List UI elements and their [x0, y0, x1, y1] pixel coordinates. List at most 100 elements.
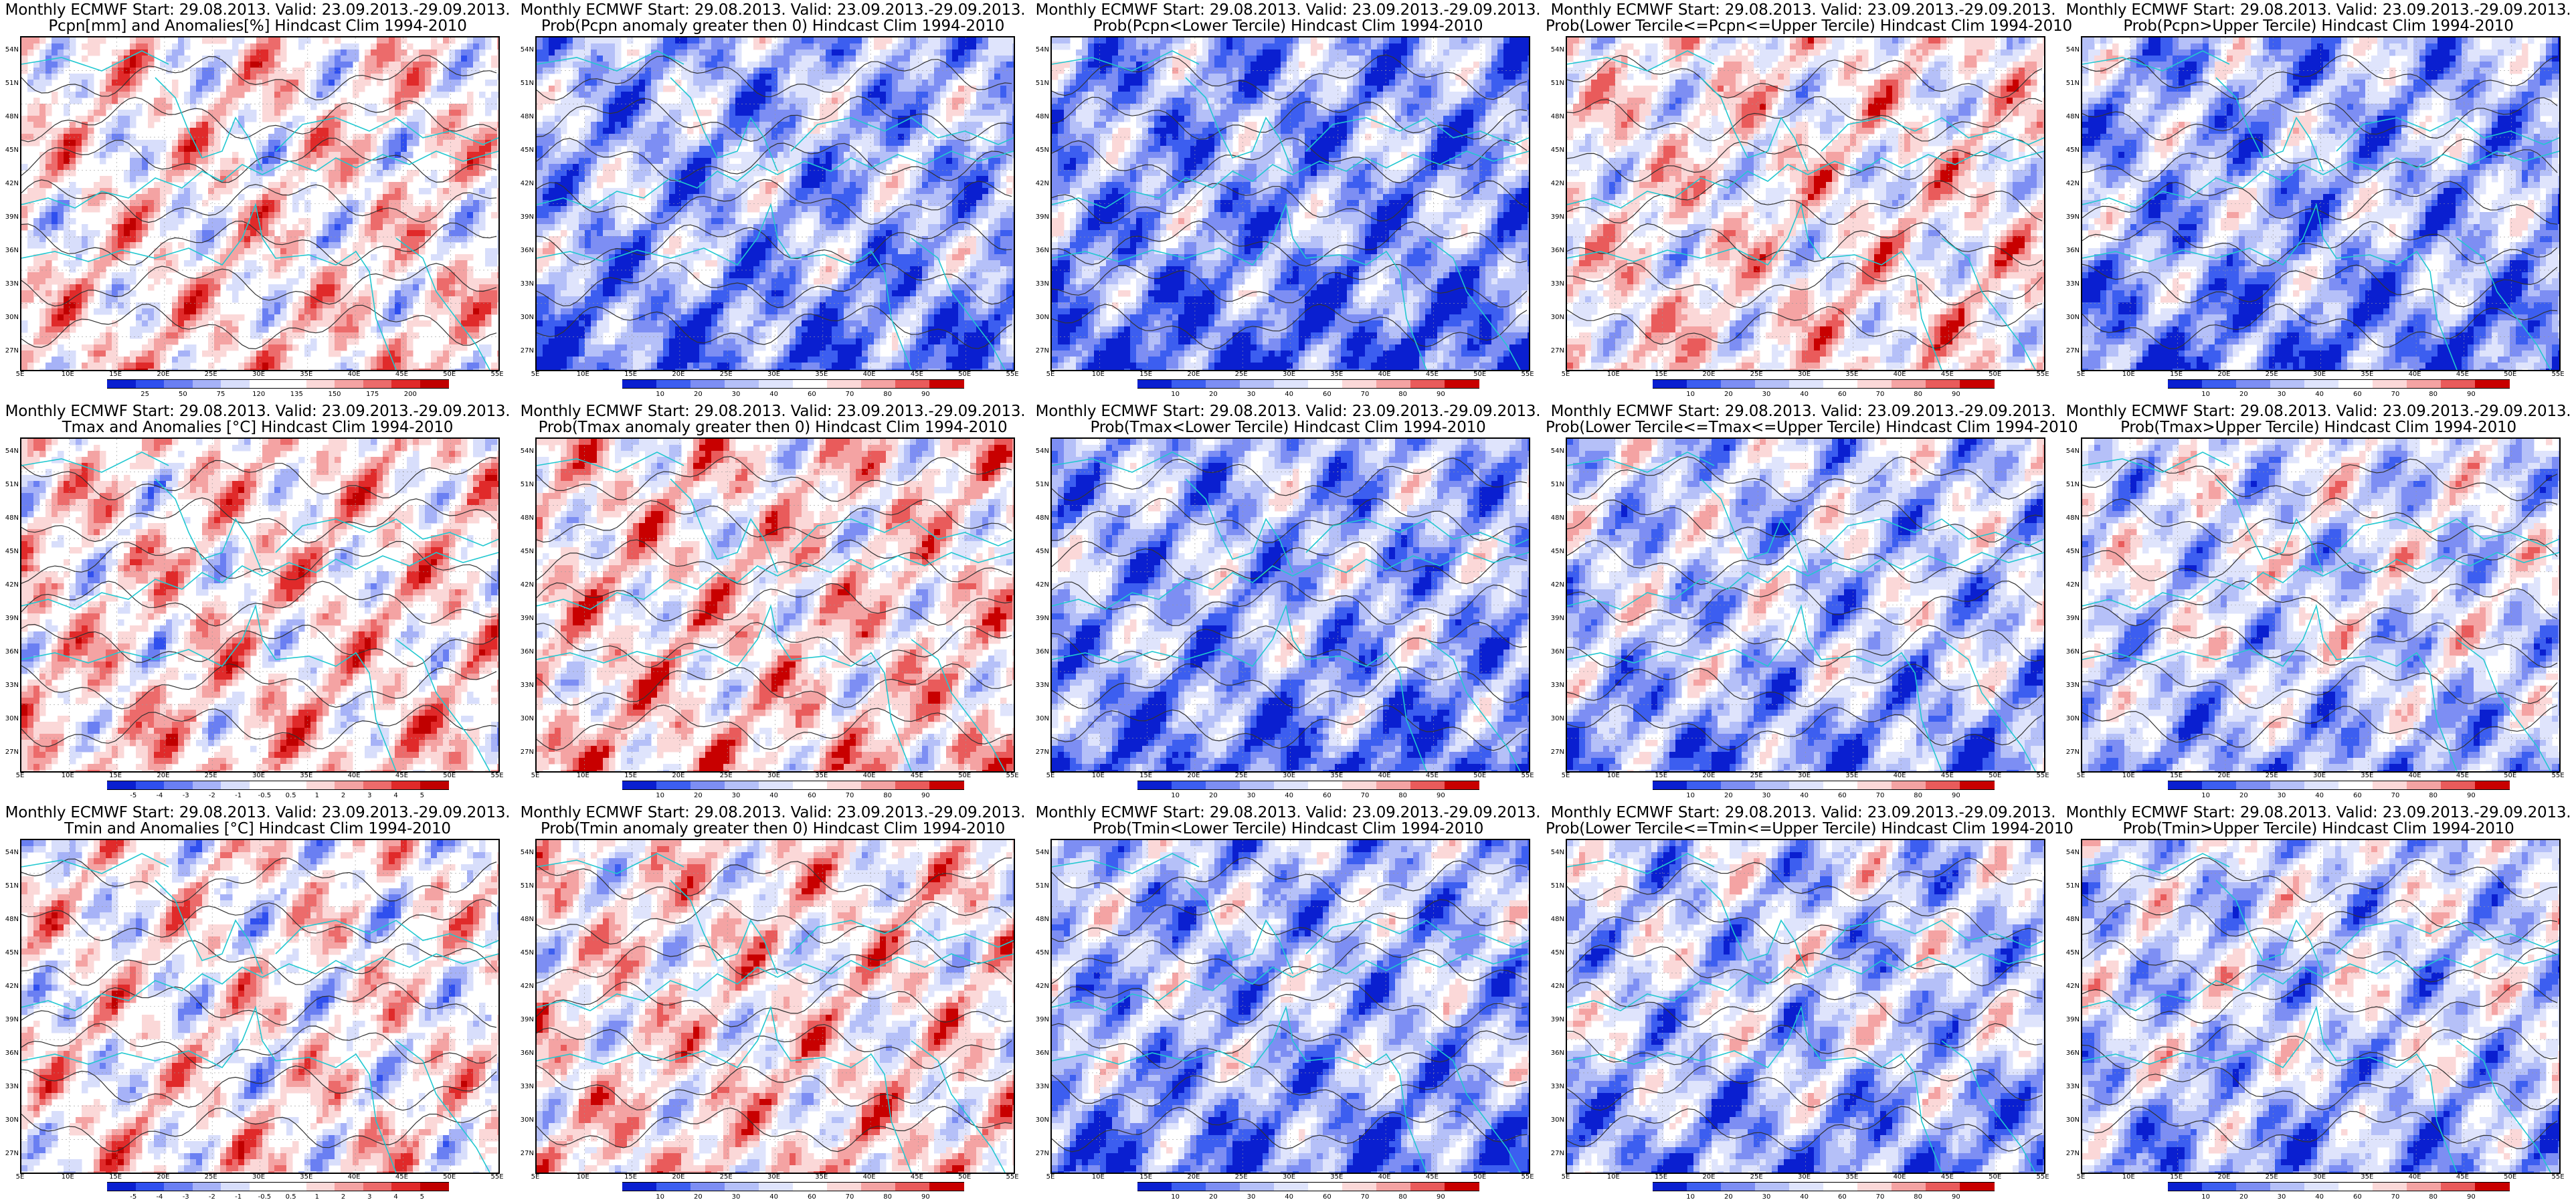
colorbar-tick-label: 75 [211, 391, 231, 398]
colorbar-swatch [2441, 1182, 2476, 1191]
lon-label: 35E [1842, 1174, 1862, 1181]
lat-label: 33N [1547, 1084, 1564, 1090]
lat-label: 39N [1032, 214, 1049, 221]
lon-label: 45E [1937, 371, 1957, 378]
lon-label: 10E [2118, 1174, 2138, 1181]
colorbar-swatch [1274, 379, 1309, 389]
colorbar-tick-label: 70 [840, 793, 860, 799]
colorbar-swatch [420, 1182, 449, 1191]
lat-label: 30N [1032, 716, 1049, 722]
map-panel-tmax-pos: Monthly ECMWF Start: 29.08.2013. Valid: … [515, 401, 1030, 803]
colorbar-tick-label: 80 [1908, 391, 1928, 398]
colorbar-swatch [759, 379, 794, 389]
panel-title-line1: Monthly ECMWF Start: 29.08.2013. Valid: … [515, 2, 1030, 19]
lat-label: 48N [1032, 916, 1049, 923]
colorbar: 10 20 30 40 60 70 80 90 [1137, 781, 1479, 799]
panel-title-line2: Tmax and Anomalies [°C] Hindcast Clim 19… [0, 419, 515, 436]
lat-label: 54N [1, 448, 19, 455]
lat-label: 54N [1, 849, 19, 856]
lat-label: 33N [2062, 682, 2080, 689]
colorbar: 10 20 30 40 60 70 80 90 [622, 781, 964, 799]
lat-label: 42N [517, 983, 534, 990]
colorbar-swatch [1960, 379, 1995, 389]
lon-label: 10E [1088, 371, 1108, 378]
map-panel-tmin-pos: Monthly ECMWF Start: 29.08.2013. Valid: … [515, 803, 1030, 1204]
panel-title-line1: Monthly ECMWF Start: 29.08.2013. Valid: … [2061, 403, 2576, 420]
lon-label: 10E [58, 773, 78, 779]
lat-label: 48N [1547, 916, 1564, 923]
map-panel-tmax-upper: Monthly ECMWF Start: 29.08.2013. Valid: … [2061, 401, 2576, 803]
colorbar-swatch [278, 379, 306, 389]
colorbar-swatch [1653, 1182, 1687, 1191]
map-panel-tmin-upper: Monthly ECMWF Start: 29.08.2013. Valid: … [2061, 803, 2576, 1204]
colorbar-tick-label: 60 [2347, 391, 2367, 398]
colorbar-swatch [1892, 781, 1926, 790]
colorbar-tick-label: 40 [1795, 1194, 1815, 1201]
lat-label: 39N [1032, 615, 1049, 622]
colorbar-swatch [1755, 1182, 1790, 1191]
colorbar-tick-label: 10 [650, 1194, 670, 1201]
colorbar-tick-label: 30 [1756, 793, 1776, 799]
colorbar-swatch [1206, 1182, 1240, 1191]
map-panel-tmax-middle: Monthly ECMWF Start: 29.08.2013. Valid: … [1546, 401, 2078, 803]
map-field [21, 439, 498, 771]
lon-label: 40E [1374, 773, 1394, 779]
colorbar-tick-label: 70 [1870, 1194, 1890, 1201]
panel-title-line1: Monthly ECMWF Start: 29.08.2013. Valid: … [1546, 805, 2061, 821]
panel-title-line2: Prob(Lower Tercile<=Tmin<=Upper Tercile)… [1546, 821, 2074, 837]
lon-label: 50E [1470, 773, 1490, 779]
colorbar-tick-label: 30 [1241, 793, 1261, 799]
lat-label: 45N [1547, 950, 1564, 957]
colorbar-swatch [2338, 1182, 2373, 1191]
lon-label: 45E [907, 1174, 927, 1181]
colorbar-tick-label: 1 [307, 1194, 327, 1201]
lon-label: 20E [1699, 371, 1719, 378]
map-area [535, 36, 1015, 371]
map-panel-pcpn-anom: Monthly ECMWF Start: 29.08.2013. Valid: … [0, 0, 515, 401]
lat-label: 54N [517, 47, 534, 54]
lon-label: 45E [907, 371, 927, 378]
colorbar-tick-label: 70 [840, 391, 860, 398]
panel-title-line2: Prob(Lower Tercile<=Pcpn<=Upper Tercile)… [1546, 18, 2072, 35]
lat-label: 30N [517, 716, 534, 722]
colorbar-tick-label: 10 [2196, 1194, 2216, 1201]
colorbar-tick-label: 20 [1203, 391, 1223, 398]
colorbar-swatch [2441, 379, 2476, 389]
panel-title-line2: Prob(Tmin>Upper Tercile) Hindcast Clim 1… [2061, 821, 2576, 837]
colorbar-tick-label: 5 [412, 1194, 432, 1201]
colorbar-tick-label: 80 [1393, 391, 1413, 398]
colorbar-tick-label: 60 [2347, 1194, 2367, 1201]
map-area [535, 839, 1015, 1174]
lon-label: 15E [621, 1174, 641, 1181]
colorbar-swatch [1721, 781, 1756, 790]
colorbar-swatch [278, 781, 306, 790]
lon-label: 20E [2214, 773, 2234, 779]
lat-label: 39N [2062, 1017, 2080, 1023]
colorbar-swatch [2338, 379, 2373, 389]
lat-label: 54N [2062, 47, 2080, 54]
lon-label: 35E [812, 1174, 832, 1181]
colorbar-tick-label: 30 [726, 793, 746, 799]
colorbar-tick-label: 3 [359, 1194, 379, 1201]
colorbar-swatch [1960, 1182, 1995, 1191]
colorbar-swatch [1789, 781, 1824, 790]
colorbar-tick-label: -1 [228, 1194, 248, 1201]
lon-label: 45E [1422, 773, 1442, 779]
colorbar-tick-label: 90 [915, 391, 935, 398]
lat-label: 30N [2062, 314, 2080, 321]
lat-label: 39N [1, 1017, 19, 1023]
map-area [1566, 437, 2045, 773]
colorbar-tick-label: 20 [688, 1194, 708, 1201]
lat-label: 54N [1032, 849, 1049, 856]
lon-label: 15E [2167, 773, 2187, 779]
lat-label: 51N [1547, 482, 1564, 488]
lon-label: 15E [106, 371, 126, 378]
colorbar-swatch [1960, 781, 1995, 790]
colorbar-swatch [2168, 379, 2203, 389]
lat-label: 51N [1547, 80, 1564, 87]
lon-label: 35E [2357, 1174, 2377, 1181]
colorbar-swatch [1342, 379, 1377, 389]
colorbar: 25 50 75 120 135 150 175 200 [107, 379, 449, 398]
lat-label: 30N [517, 314, 534, 321]
lat-label: 36N [1547, 247, 1564, 254]
